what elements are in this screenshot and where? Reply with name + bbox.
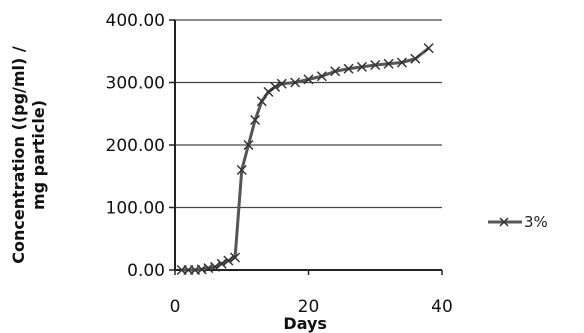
x-tick-label: 40 xyxy=(431,297,453,317)
y-axis-title-line-2: mg particle) xyxy=(29,100,48,210)
series-line xyxy=(182,48,429,270)
y-tick-label: 200.00 xyxy=(106,136,165,156)
tick-labels: 0.00100.00200.00300.00400.0002040 xyxy=(106,11,453,317)
y-axis-title: Concentration ((pg/ml) / mg particle) xyxy=(9,46,48,264)
series-layer xyxy=(177,44,433,275)
y-tick-label: 0.00 xyxy=(127,261,165,281)
x-tick-label: 0 xyxy=(170,297,181,317)
data-point xyxy=(264,87,273,96)
x-axis-title: Days xyxy=(283,314,327,333)
gridlines xyxy=(175,20,442,208)
y-tick-label: 100.00 xyxy=(106,199,165,219)
data-point xyxy=(424,44,433,53)
legend: 3% xyxy=(488,213,548,231)
y-tick-label: 400.00 xyxy=(106,11,165,31)
y-axis-title-line-1: Concentration ((pg/ml) / xyxy=(9,46,28,264)
legend-label-3pct: 3% xyxy=(524,213,548,231)
y-tick-label: 300.00 xyxy=(106,74,165,94)
